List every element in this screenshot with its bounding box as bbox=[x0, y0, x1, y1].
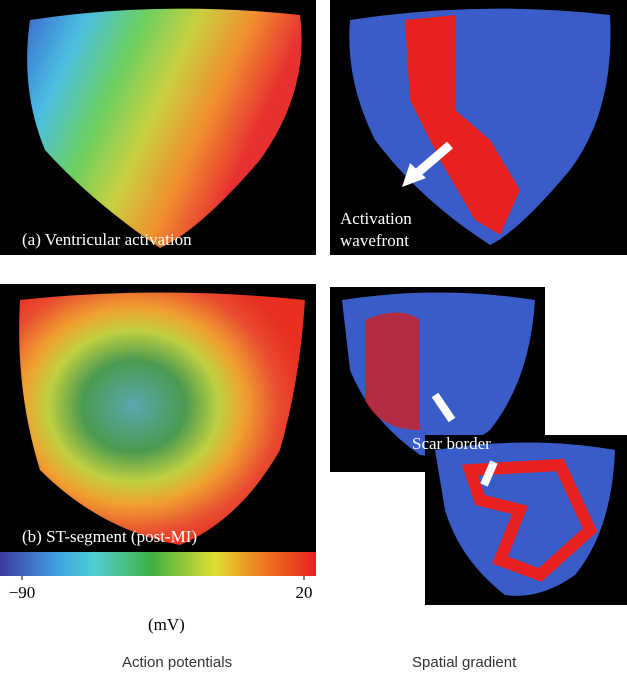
annotation: Activation wavefront bbox=[340, 208, 440, 252]
panel-label: (a) Ventricular activation bbox=[22, 229, 192, 251]
figure-graphics bbox=[0, 0, 627, 674]
colorbar bbox=[0, 552, 316, 576]
colorbar-tick-label: 20 bbox=[296, 582, 313, 604]
annotation: Scar border bbox=[412, 433, 491, 455]
caption: Spatial gradient bbox=[412, 652, 516, 674]
panel-label: (b) ST-segment (post-MI) bbox=[22, 526, 197, 548]
figure: (a) Ventricular activation Activation wa… bbox=[0, 0, 627, 674]
colorbar-tick-label: −90 bbox=[9, 582, 36, 604]
colorbar-unit: (mV) bbox=[148, 614, 185, 636]
caption: Action potentials bbox=[122, 652, 232, 674]
